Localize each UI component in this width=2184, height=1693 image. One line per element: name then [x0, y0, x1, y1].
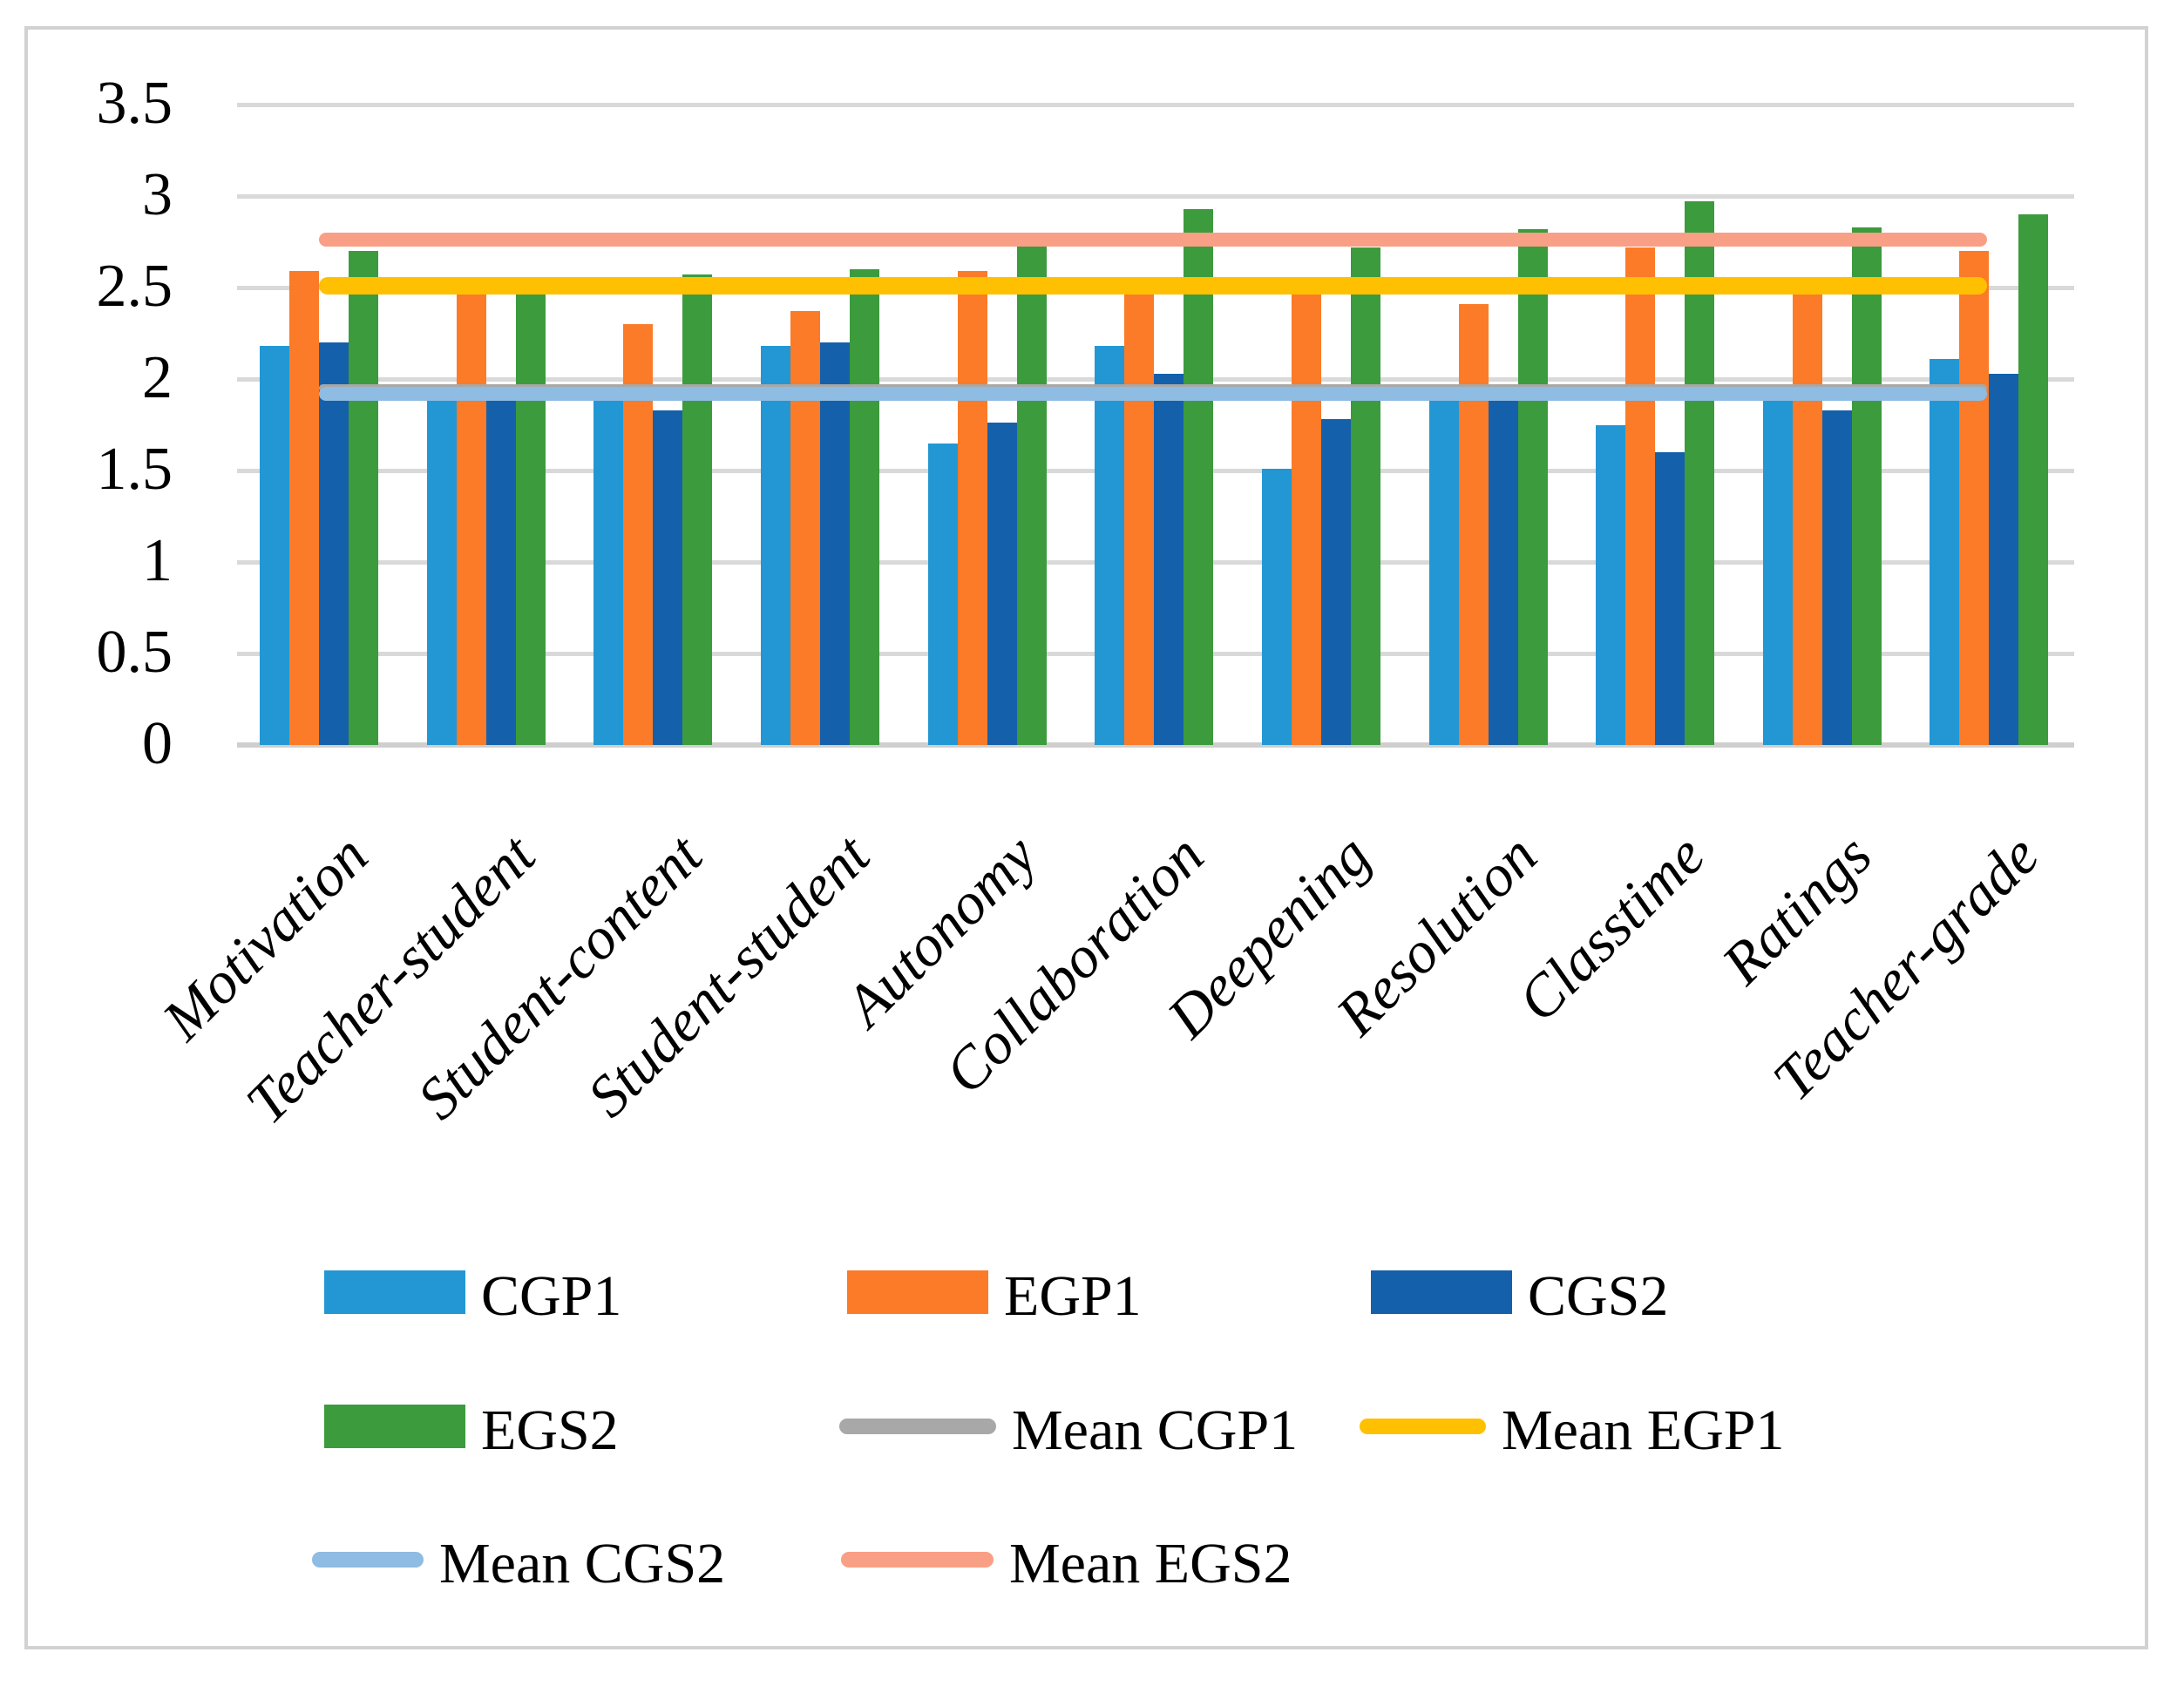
legend-label-cgp1: CGP1 — [481, 1264, 622, 1328]
gridline-0 — [237, 742, 2074, 748]
legend-swatch-egs2 — [324, 1405, 465, 1448]
bar-egs2-teacher-grade — [2018, 214, 2049, 745]
bar-cgp1-collaboration — [1095, 346, 1125, 745]
bar-cgp1-ratings — [1762, 388, 1793, 745]
bar-cgp1-resolution — [1428, 388, 1459, 745]
bar-cgp1-student-content — [593, 388, 624, 745]
y-tick-1.5: 1.5 — [96, 436, 173, 503]
bar-cgp1-student-student — [760, 346, 790, 745]
bar-cgp1-motivation — [260, 346, 289, 745]
y-tick-1: 1 — [142, 527, 173, 594]
mean-line-mean-egs2 — [319, 233, 1987, 247]
bar-cgs2-autonomy — [987, 423, 1017, 745]
bar-cgp1-teacher-student — [426, 388, 457, 745]
y-tick-3.5: 3.5 — [96, 70, 173, 137]
mean-line-mean-cgs2 — [319, 386, 1987, 401]
bar-egs2-resolution — [1517, 228, 1548, 745]
legend-label-egp1: EGP1 — [1004, 1264, 1142, 1328]
bar-egs2-motivation — [349, 251, 378, 745]
bar-cgs2-motivation — [319, 342, 349, 745]
bar-egs2-autonomy — [1016, 236, 1047, 745]
bar-egp1-deepening — [1291, 293, 1321, 745]
bar-egp1-ratings — [1792, 293, 1822, 745]
bar-egp1-collaboration — [1124, 293, 1155, 745]
legend-swatch-cgs2 — [1371, 1270, 1512, 1314]
bar-cgs2-student-student — [819, 342, 850, 745]
y-tick-2.5: 2.5 — [96, 253, 173, 320]
legend-swatch-mean-cgs2 — [312, 1552, 424, 1568]
legend-swatch-mean-egs2 — [841, 1552, 994, 1568]
legend-label-cgs2: CGS2 — [1528, 1264, 1669, 1328]
bar-egp1-classtime — [1625, 247, 1656, 745]
y-tick-2: 2 — [142, 344, 173, 411]
bar-egs2-deepening — [1350, 247, 1380, 745]
bar-cgs2-teacher-student — [485, 391, 516, 745]
bar-cgs2-ratings — [1821, 410, 1852, 745]
bar-egp1-autonomy — [957, 271, 987, 745]
bar-egs2-student-content — [682, 274, 713, 745]
bar-egp1-resolution — [1458, 303, 1489, 745]
figure-border — [24, 26, 2148, 1649]
bar-cgs2-classtime — [1655, 452, 1685, 745]
bar-egp1-student-student — [790, 311, 820, 745]
bar-cgp1-autonomy — [927, 443, 958, 745]
legend-swatch-egp1 — [847, 1270, 988, 1314]
mean-line-mean-egp1 — [319, 276, 1987, 295]
bar-cgs2-deepening — [1320, 419, 1351, 745]
bar-egp1-teacher-student — [456, 293, 486, 745]
bar-cgs2-teacher-grade — [1989, 373, 2019, 745]
legend-label-mean-egs2: Mean EGS2 — [1009, 1532, 1292, 1595]
gridline-3.5 — [237, 102, 2074, 107]
bar-cgs2-student-content — [653, 410, 683, 745]
legend-label-mean-egp1: Mean EGP1 — [1502, 1398, 1785, 1462]
bar-cgs2-collaboration — [1154, 373, 1184, 745]
legend-label-mean-cgs2: Mean CGS2 — [439, 1532, 726, 1595]
legend-label-egs2: EGS2 — [481, 1398, 619, 1462]
bar-egs2-student-student — [849, 269, 879, 745]
bar-egs2-teacher-student — [515, 293, 546, 745]
legend-swatch-mean-cgp1 — [839, 1419, 996, 1434]
gridline-3 — [237, 193, 2074, 199]
bar-cgp1-classtime — [1596, 424, 1626, 745]
legend-label-mean-cgp1: Mean CGP1 — [1012, 1398, 1299, 1462]
y-tick-0.5: 0.5 — [96, 619, 173, 686]
bar-egs2-collaboration — [1184, 208, 1214, 745]
legend-swatch-mean-egp1 — [1360, 1419, 1486, 1434]
bar-cgs2-resolution — [1488, 391, 1518, 745]
bar-cgp1-teacher-grade — [1930, 358, 1960, 745]
bar-cgp1-deepening — [1261, 468, 1292, 745]
bar-egp1-motivation — [289, 271, 319, 745]
y-tick-3: 3 — [142, 161, 173, 228]
bar-egs2-ratings — [1851, 227, 1882, 745]
bar-egp1-teacher-grade — [1959, 251, 1990, 745]
legend-swatch-cgp1 — [324, 1270, 465, 1314]
y-tick-0: 0 — [142, 710, 173, 777]
